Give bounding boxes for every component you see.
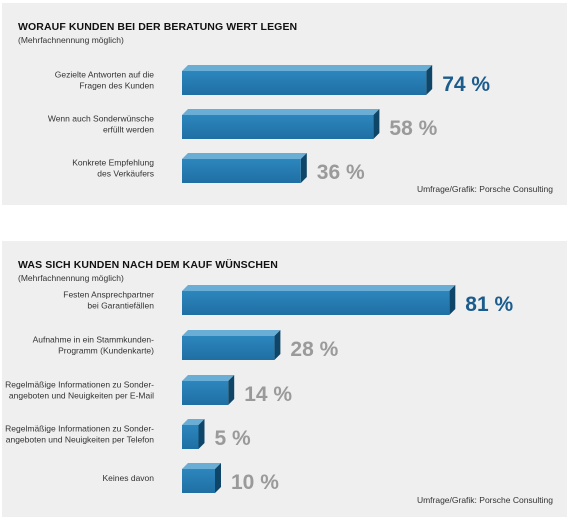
bar (182, 71, 427, 95)
chart-panel-beratung: WORAUF KUNDEN BEI DER BERATUNG WERT LEGE… (2, 3, 567, 205)
bar (182, 159, 301, 183)
bar-group: Regelmäßige Informationen zu Sonder-ange… (5, 375, 292, 406)
value-label: 28 % (290, 338, 338, 361)
bar (182, 115, 374, 139)
chart-subtitle: (Mehrfachnennung möglich) (18, 273, 124, 283)
category-label: Keines davon (102, 473, 154, 483)
category-label: des Verkäufers (97, 169, 154, 179)
chart-subtitle: (Mehrfachnennung möglich) (18, 35, 124, 45)
category-label: Fragen des Kunden (79, 81, 154, 91)
category-label: Regelmäßige Informationen zu Sonder- (5, 380, 154, 390)
bar (182, 291, 450, 315)
value-label: 81 % (465, 293, 513, 316)
category-label: angeboten und Neuigkeiten per E-Mail (9, 391, 154, 401)
bar-side (426, 65, 433, 95)
value-label: 5 % (215, 427, 252, 450)
bar-top (182, 375, 235, 381)
bar-side (198, 419, 205, 449)
chart-title: WORAUF KUNDEN BEI DER BERATUNG WERT LEGE… (18, 21, 298, 33)
value-label: 14 % (244, 383, 292, 406)
bar-top (182, 285, 456, 291)
chart-source: Umfrage/Grafik: Porsche Consulting (416, 184, 553, 194)
bar (182, 469, 215, 493)
bar-top (182, 65, 433, 71)
bar-side (228, 375, 235, 405)
category-label: Konkrete Empfehlung (72, 158, 154, 168)
value-label: 58 % (389, 117, 437, 140)
bar-top (182, 463, 221, 469)
bar-top (182, 153, 307, 159)
bar (182, 381, 229, 405)
value-label: 74 % (442, 73, 490, 96)
bar (182, 336, 275, 360)
bar-group: Regelmäßige Informationen zu Sonder-ange… (5, 419, 251, 450)
bar-group: Keines davon 10 % (102, 463, 279, 494)
bar-top (182, 109, 380, 115)
bar-top (182, 330, 281, 336)
category-label: Regelmäßige Informationen zu Sonder- (5, 424, 154, 434)
category-label: erfüllt werden (103, 125, 154, 135)
bar-group: Aufnahme in ein Stammkunden-Programm (Ku… (33, 330, 339, 361)
category-label: Programm (Kundenkarte) (58, 346, 154, 356)
value-label: 10 % (231, 471, 279, 494)
category-label: Aufnahme in ein Stammkunden- (33, 335, 155, 345)
chart-panel-nach-kauf: WAS SICH KUNDEN NACH DEM KAUF WÜNSCHEN (… (2, 241, 567, 517)
bar-side (449, 285, 456, 315)
bar (182, 425, 199, 449)
bar-side (274, 330, 281, 360)
bar-side (215, 463, 221, 493)
category-label: Wenn auch Sonderwünsche (48, 114, 154, 124)
category-label: angeboten und Neuigkeiten per Telefon (6, 435, 155, 445)
bar-side (373, 109, 380, 139)
category-label: bei Garantiefällen (87, 301, 154, 311)
chart-title: WAS SICH KUNDEN NACH DEM KAUF WÜNSCHEN (18, 259, 278, 271)
chart-source: Umfrage/Grafik: Porsche Consulting (416, 495, 553, 505)
bar-side (300, 153, 307, 183)
category-label: Gezielte Antworten auf die (55, 70, 155, 80)
value-label: 36 % (317, 161, 365, 184)
category-label: Festen Ansprechpartner (63, 290, 154, 300)
bar-top (182, 419, 205, 425)
